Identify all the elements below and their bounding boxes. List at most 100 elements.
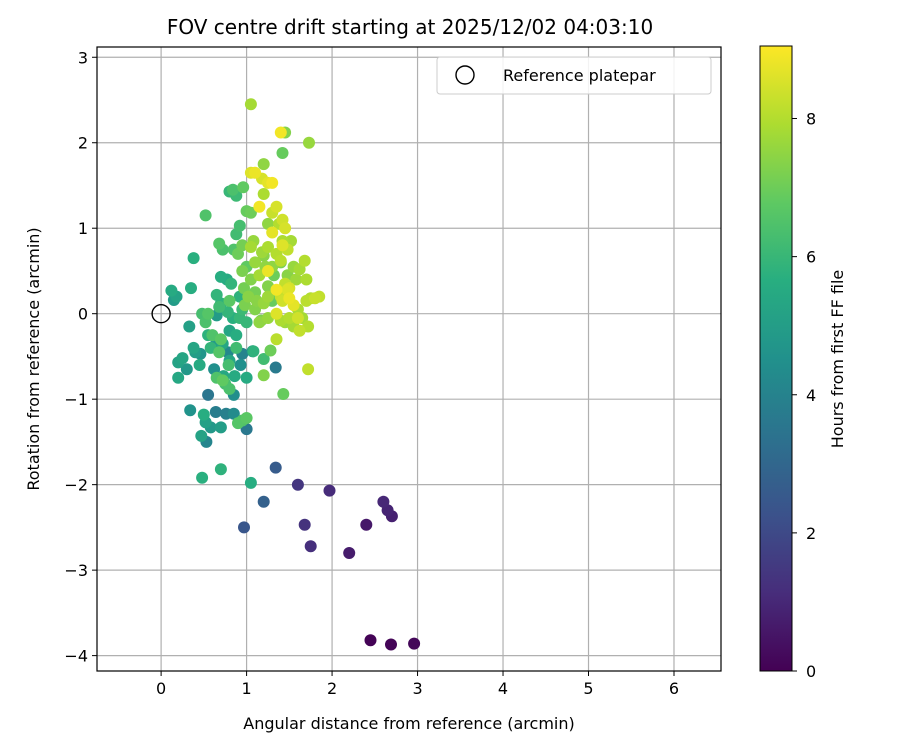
colorbar-tick-label: 0 xyxy=(806,662,816,681)
data-point xyxy=(300,273,313,286)
data-point xyxy=(257,188,270,200)
data-point xyxy=(195,429,208,442)
data-point xyxy=(270,283,283,296)
data-point xyxy=(323,484,336,497)
data-point xyxy=(249,256,262,269)
data-point xyxy=(187,252,200,265)
data-point xyxy=(216,374,229,387)
colorbar-label: Hours from first FF file xyxy=(828,270,847,449)
data-point xyxy=(240,316,253,329)
data-point xyxy=(291,478,304,491)
data-point xyxy=(196,471,209,484)
data-point xyxy=(214,333,227,346)
x-tick-label: 4 xyxy=(498,679,508,698)
y-tick-label: −1 xyxy=(64,390,88,409)
data-point xyxy=(249,166,262,179)
data-point xyxy=(266,226,279,239)
data-point xyxy=(269,361,282,374)
data-point xyxy=(213,237,226,250)
data-point xyxy=(290,273,303,286)
data-point xyxy=(304,540,317,553)
data-point xyxy=(283,312,296,324)
data-point xyxy=(193,359,206,371)
data-point xyxy=(276,147,289,159)
data-point xyxy=(253,200,266,213)
data-point xyxy=(238,521,250,534)
data-point xyxy=(262,290,274,303)
data-point xyxy=(187,341,200,354)
data-point xyxy=(233,219,246,232)
data-point xyxy=(230,341,243,354)
data-points xyxy=(165,98,421,651)
data-point xyxy=(244,241,257,253)
data-point xyxy=(199,209,212,222)
data-point xyxy=(385,638,397,651)
data-point xyxy=(270,333,283,346)
legend: Reference platepar xyxy=(436,56,712,95)
x-tick-label: 3 xyxy=(412,679,422,698)
data-point xyxy=(244,98,257,111)
colorbar-tick-label: 6 xyxy=(806,248,816,267)
data-point xyxy=(343,547,356,559)
data-point xyxy=(202,307,215,320)
data-point xyxy=(266,176,279,189)
data-point xyxy=(309,292,321,305)
data-point xyxy=(264,344,277,357)
data-point xyxy=(209,406,222,418)
data-point xyxy=(240,412,253,424)
x-axis: 0 1 2 3 4 5 6 xyxy=(156,671,679,698)
data-point xyxy=(291,312,304,324)
grid xyxy=(97,47,721,671)
y-tick-label: −2 xyxy=(64,476,88,495)
data-point xyxy=(298,254,311,267)
data-point xyxy=(223,382,236,395)
y-tick-label: −4 xyxy=(64,647,88,666)
colorbar-gradient xyxy=(759,45,793,672)
data-point xyxy=(176,352,189,365)
data-point xyxy=(257,495,270,508)
data-point xyxy=(274,254,287,267)
data-point xyxy=(240,371,253,384)
data-point xyxy=(213,300,226,313)
data-point xyxy=(277,388,290,400)
colorbar-ticks: 0 2 4 6 8 xyxy=(792,110,816,681)
data-point xyxy=(234,359,247,371)
data-point xyxy=(244,476,257,489)
data-point xyxy=(270,307,283,320)
data-point xyxy=(293,324,306,337)
x-tick-label: 1 xyxy=(241,679,251,698)
plot-area-frame xyxy=(96,46,722,672)
legend-entry-reference-platepar: Reference platepar xyxy=(503,66,656,85)
reference-marker xyxy=(151,303,171,324)
colorbar-tick-label: 4 xyxy=(806,386,816,405)
data-point xyxy=(223,294,236,307)
data-point xyxy=(213,346,226,359)
y-axis-label: Rotation from reference (arcmin) xyxy=(24,227,43,490)
data-point xyxy=(244,206,257,219)
colorbar-tick-label: 8 xyxy=(806,110,816,129)
data-point xyxy=(180,363,193,376)
data-point xyxy=(184,404,197,417)
data-point xyxy=(274,126,287,139)
data-point xyxy=(230,329,243,342)
data-point xyxy=(269,461,282,474)
colorbar-tick-label: 2 xyxy=(806,524,816,543)
data-point xyxy=(228,370,241,383)
x-tick-label: 5 xyxy=(583,679,593,698)
data-point xyxy=(165,284,178,297)
y-tick-label: 3 xyxy=(78,48,88,67)
y-axis: −4 −3 −2 −1 0 1 2 3 xyxy=(64,48,97,666)
data-point xyxy=(298,518,311,531)
x-axis-label: Angular distance from reference (arcmin) xyxy=(243,714,574,733)
data-point xyxy=(364,634,377,647)
data-point xyxy=(262,241,274,253)
data-point xyxy=(408,637,421,650)
data-point xyxy=(377,495,390,508)
data-point xyxy=(222,359,235,371)
colorbar: 0 2 4 6 8 Hours from first FF file xyxy=(759,45,847,681)
data-point xyxy=(172,371,185,384)
y-tick-label: 1 xyxy=(78,219,88,238)
data-point xyxy=(237,181,250,194)
data-point xyxy=(236,265,249,277)
